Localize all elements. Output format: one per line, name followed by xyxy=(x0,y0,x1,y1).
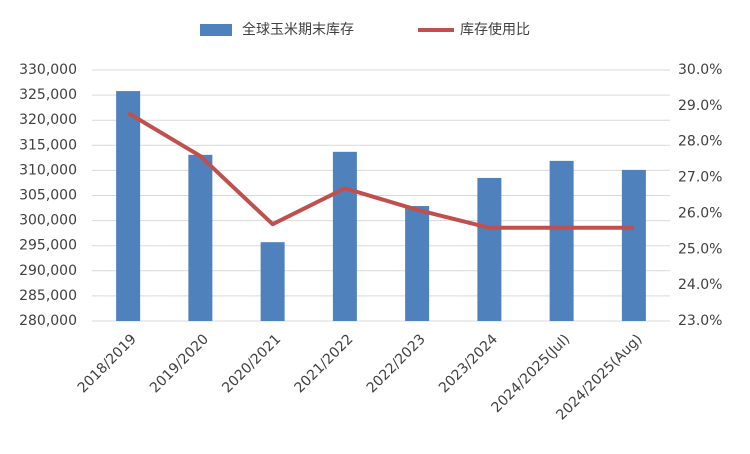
bar xyxy=(477,177,502,321)
y2-tick-label: 25.0% xyxy=(678,241,722,257)
x-tick-label: 2018/2019 xyxy=(75,331,140,396)
y-tick-label: 290,000 xyxy=(19,263,77,279)
bar xyxy=(405,206,430,321)
bar xyxy=(260,242,285,321)
y2-tick-label: 23.0% xyxy=(678,313,722,329)
x-tick-label: 2021/2022 xyxy=(291,331,356,396)
legend-swatch xyxy=(200,24,232,36)
x-tick-label: 2024/2025(Jul) xyxy=(489,331,574,416)
x-tick-label: 2022/2023 xyxy=(364,331,429,396)
x-tick-label: 2019/2020 xyxy=(147,331,212,396)
y2-tick-label: 26.0% xyxy=(678,205,722,221)
y-tick-label: 295,000 xyxy=(19,238,77,254)
y2-tick-label: 30.0% xyxy=(678,62,722,78)
y2-tick-label: 29.0% xyxy=(678,98,722,114)
y-tick-label: 280,000 xyxy=(19,313,77,329)
y-tick-label: 305,000 xyxy=(19,188,77,204)
y-tick-label: 325,000 xyxy=(19,87,77,103)
bar xyxy=(116,91,141,321)
y-tick-label: 300,000 xyxy=(19,213,77,229)
y-tick-label: 310,000 xyxy=(19,162,77,178)
x-tick-label: 2023/2024 xyxy=(436,331,501,396)
y-tick-label: 315,000 xyxy=(19,137,77,153)
y2-tick-label: 27.0% xyxy=(678,170,722,186)
y-tick-label: 285,000 xyxy=(19,288,77,304)
bar xyxy=(621,169,646,321)
y-tick-label: 330,000 xyxy=(19,62,77,78)
bar xyxy=(332,151,357,321)
x-tick-label: 2020/2021 xyxy=(219,331,284,396)
bar xyxy=(188,154,213,321)
line-series xyxy=(127,111,634,230)
y2-tick-label: 28.0% xyxy=(678,134,722,150)
y2-tick-label: 24.0% xyxy=(678,277,722,293)
legend-label: 全球玉米期末库存 xyxy=(242,21,354,38)
y-tick-label: 320,000 xyxy=(19,112,77,128)
bar xyxy=(549,160,574,321)
legend-label: 库存使用比 xyxy=(460,21,530,38)
